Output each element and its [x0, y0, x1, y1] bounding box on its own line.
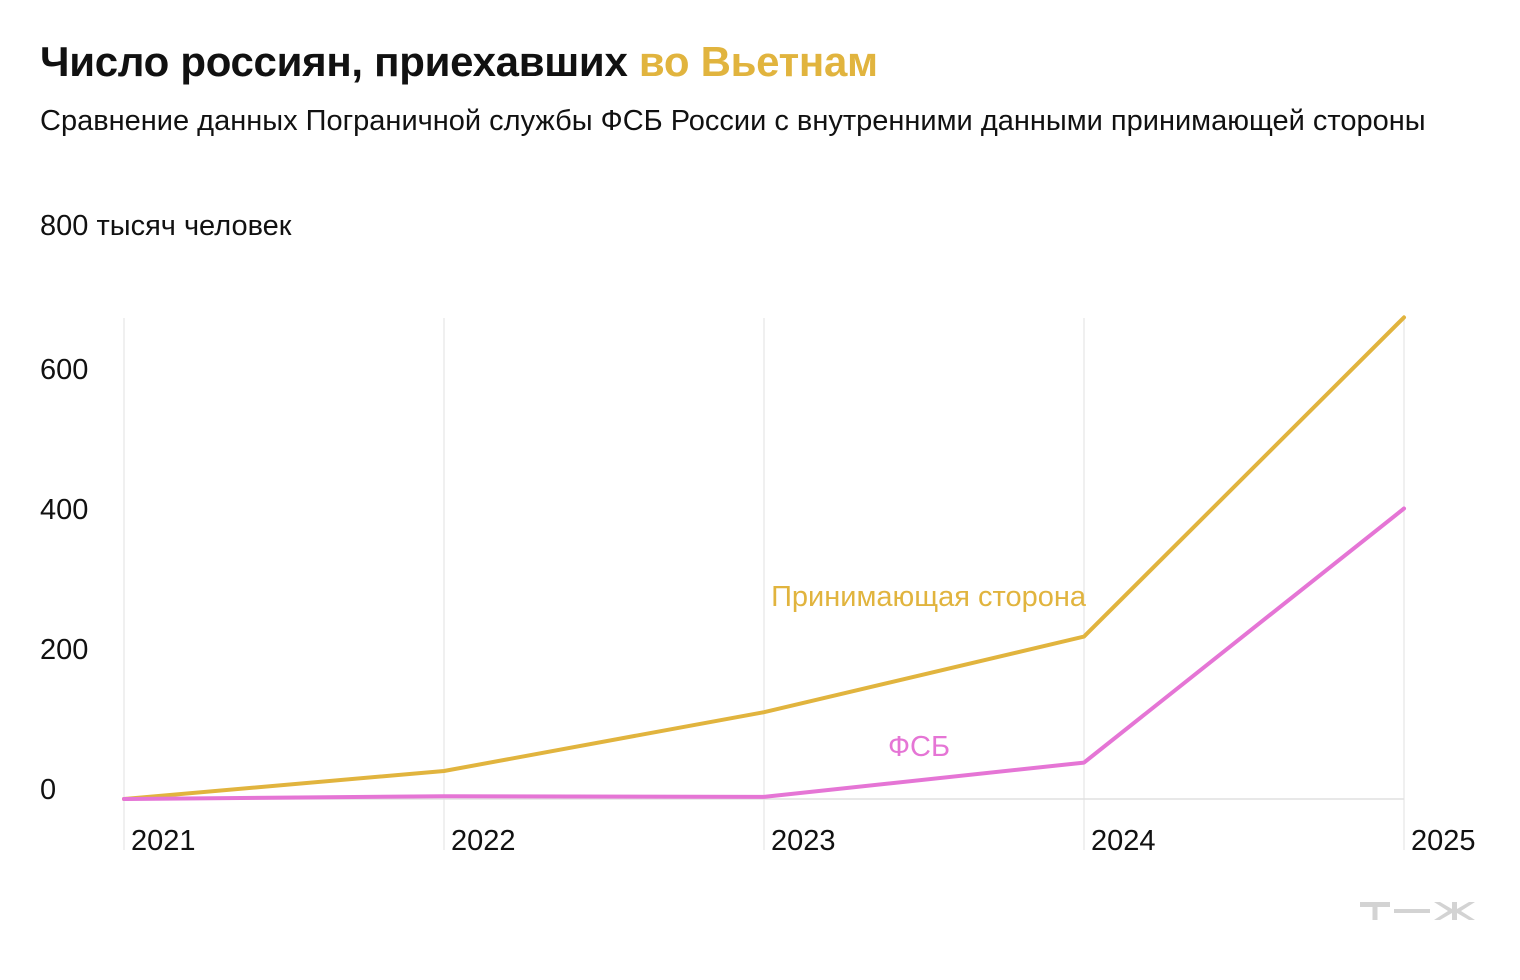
x-tick-label: 2024: [1091, 825, 1156, 857]
x-tick-label: 2025: [1411, 825, 1476, 857]
y-tick-label: 200: [40, 634, 88, 666]
tzh-logo-icon: [1360, 902, 1475, 920]
chart-title-accent: во Вьетнам: [638, 38, 878, 85]
x-tick-label: 2021: [131, 825, 196, 857]
y-tick-label: 0: [40, 774, 56, 806]
x-tick-label: 2022: [451, 825, 516, 857]
series-label-fsb: ФСБ: [888, 731, 950, 763]
x-tick-label: 2023: [771, 825, 836, 857]
series-label-host: Принимающая сторона: [771, 581, 1087, 613]
chart-title: Число россиян, приехавших во Вьетнам: [40, 38, 878, 86]
chart-subtitle: Сравнение данных Пограничной службы ФСБ …: [40, 105, 1426, 137]
y-axis-top-label: 800 тысяч человек: [40, 210, 292, 242]
y-tick-label: 600: [40, 354, 88, 386]
chart-title-main: Число россиян, приехавших: [40, 38, 639, 85]
y-tick-label: 400: [40, 494, 88, 526]
